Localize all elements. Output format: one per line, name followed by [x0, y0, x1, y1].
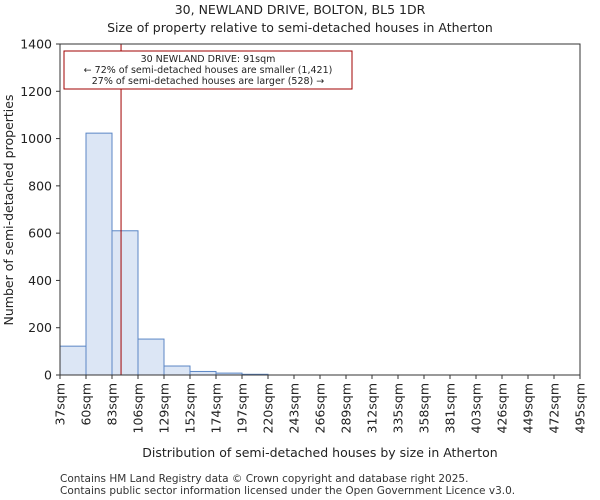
annotation-line-1: 30 NEWLAND DRIVE: 91sqm [141, 54, 276, 65]
y-tick-label-400: 400 [28, 273, 52, 288]
bar-60sqm [85, 132, 113, 376]
x-tick-label-197sqm: 197sqm [235, 383, 250, 433]
y-axis: 0 200 400 600 800 1000 1200 1400 [20, 37, 60, 383]
x-tick-label-83sqm: 83sqm [105, 383, 120, 426]
x-tick-label-472sqm: 472sqm [547, 383, 562, 433]
y-tick-label-1200: 1200 [20, 84, 52, 99]
x-tick-label-174sqm: 174sqm [209, 383, 224, 433]
x-tick-label-449sqm: 449sqm [521, 383, 536, 433]
bar-106sqm [137, 338, 165, 376]
x-tick-label-129sqm: 129sqm [157, 383, 172, 433]
x-tick-label-403sqm: 403sqm [469, 383, 484, 433]
x-tick-label-220sqm: 220sqm [261, 383, 276, 433]
y-axis-label: Number of semi-detached properties [1, 95, 16, 326]
x-tick-label-243sqm: 243sqm [287, 383, 302, 433]
x-tick-label-335sqm: 335sqm [391, 383, 406, 433]
annotation-box: 30 NEWLAND DRIVE: 91sqm ← 72% of semi-de… [63, 50, 353, 90]
bar-152sqm [189, 370, 217, 376]
x-tick-label-426sqm: 426sqm [495, 383, 510, 433]
annotation-line-3: 27% of semi-detached houses are larger (… [92, 76, 325, 87]
x-tick-label-37sqm: 37sqm [53, 383, 68, 426]
x-tick-label-106sqm: 106sqm [131, 383, 146, 433]
footer-line-2: Contains public sector information licen… [60, 485, 516, 497]
chart-subtitle: Size of property relative to semi-detach… [107, 20, 493, 35]
y-tick-label-200: 200 [28, 320, 52, 335]
y-tick-label-0: 0 [44, 368, 52, 383]
y-tick-label-1400: 1400 [20, 37, 52, 52]
x-tick-label-495sqm: 495sqm [573, 383, 588, 433]
x-tick-label-152sqm: 152sqm [183, 383, 198, 433]
y-tick-label-1000: 1000 [20, 131, 52, 146]
x-tick-label-289sqm: 289sqm [339, 383, 354, 433]
bar-group [59, 132, 269, 376]
chart-title: 30, NEWLAND DRIVE, BOLTON, BL5 1DR [175, 2, 426, 17]
annotation-frame [63, 50, 353, 90]
annotation-line-2: ← 72% of semi-detached houses are smalle… [84, 65, 333, 76]
y-tick-label-800: 800 [28, 178, 52, 193]
y-tick-label-600: 600 [28, 226, 52, 241]
footer-line-1: Contains HM Land Registry data © Crown c… [60, 473, 469, 485]
bar-129sqm [163, 365, 191, 376]
x-tick-label-358sqm: 358sqm [417, 383, 432, 433]
x-tick-label-266sqm: 266sqm [313, 383, 328, 433]
x-tick-label-312sqm: 312sqm [365, 383, 380, 433]
bar-37sqm [59, 345, 87, 376]
x-tick-label-60sqm: 60sqm [79, 383, 94, 426]
x-tick-label-381sqm: 381sqm [443, 383, 458, 433]
x-axis-label: Distribution of semi-detached houses by … [142, 445, 497, 460]
bar-83sqm [111, 230, 139, 376]
footer: Contains HM Land Registry data © Crown c… [60, 473, 515, 497]
x-axis: 37sqm 60sqm 83sqm 106sqm 129sqm 152sqm 174sqm 1… [53, 375, 588, 433]
